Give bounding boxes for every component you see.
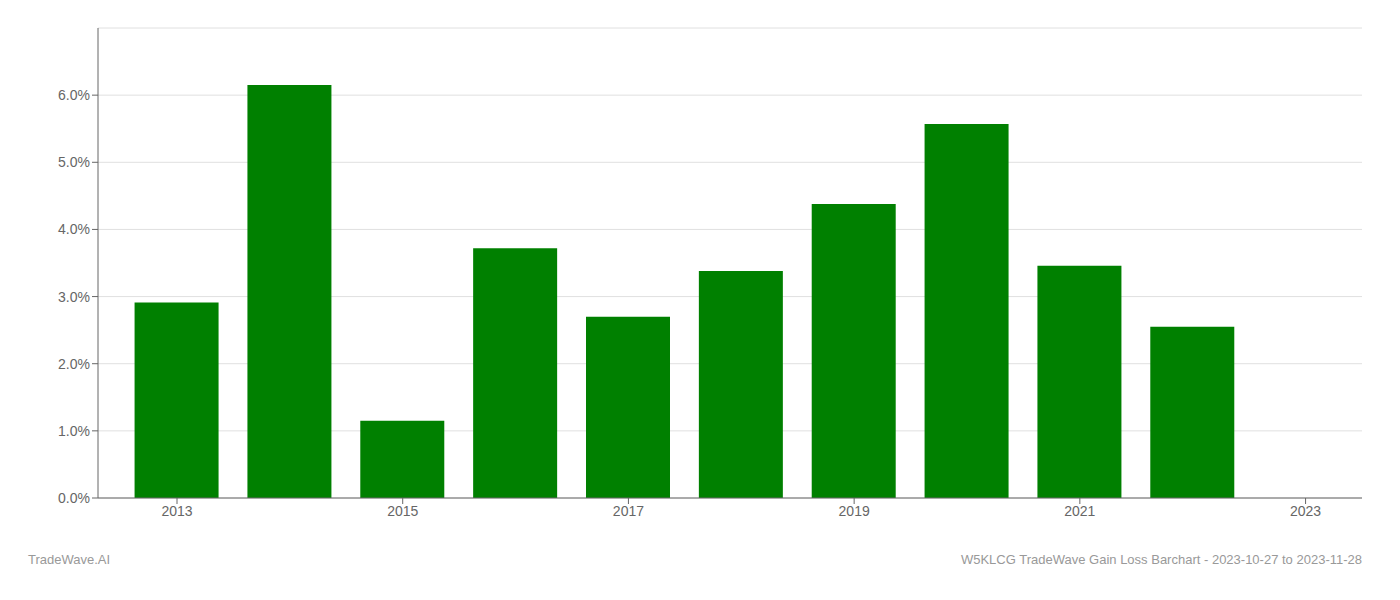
svg-text:2013: 2013 bbox=[161, 503, 192, 519]
svg-text:0.0%: 0.0% bbox=[58, 490, 90, 506]
svg-text:2.0%: 2.0% bbox=[58, 356, 90, 372]
svg-text:1.0%: 1.0% bbox=[58, 423, 90, 439]
svg-text:2017: 2017 bbox=[613, 503, 644, 519]
svg-text:3.0%: 3.0% bbox=[58, 289, 90, 305]
svg-text:5.0%: 5.0% bbox=[58, 154, 90, 170]
html-text:TradeWave.AI: TradeWave.AI bbox=[28, 552, 111, 567]
html-text:W5KLCG TradeWave Gain Loss Bar: W5KLCG TradeWave Gain Loss Barchart - 20… bbox=[961, 552, 1362, 567]
svg-text:6.0%: 6.0% bbox=[58, 87, 90, 103]
svg-text:2015: 2015 bbox=[387, 503, 418, 519]
svg-text:2019: 2019 bbox=[839, 503, 870, 519]
svg-text:2021: 2021 bbox=[1064, 503, 1095, 519]
svg-text:2023: 2023 bbox=[1290, 503, 1321, 519]
svg-text:4.0%: 4.0% bbox=[58, 221, 90, 237]
